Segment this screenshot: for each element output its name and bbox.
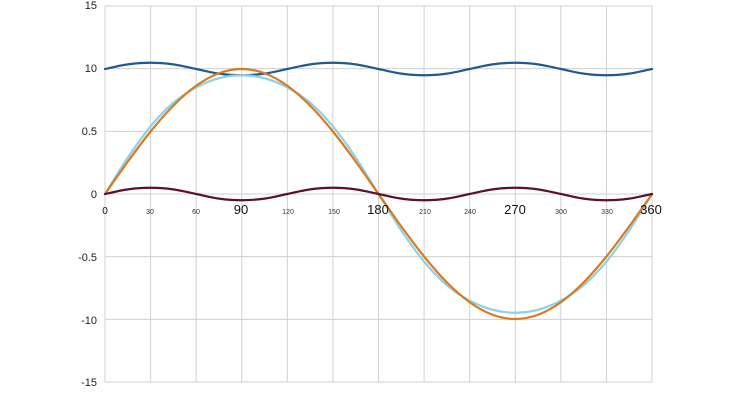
x-tick-label: 330 bbox=[601, 209, 613, 216]
y-tick-label: -15 bbox=[81, 377, 97, 389]
x-tick-label: 210 bbox=[419, 209, 431, 216]
y-tick-label: 0.5 bbox=[82, 126, 97, 138]
x-tick-label: 360 bbox=[640, 202, 662, 217]
x-tick-label: 30 bbox=[146, 209, 154, 216]
x-tick-label: 180 bbox=[367, 202, 389, 217]
y-tick-label: -10 bbox=[81, 315, 97, 327]
series-lines bbox=[103, 61, 654, 321]
x-tick-label: 240 bbox=[464, 209, 476, 216]
x-tick-label: 300 bbox=[555, 209, 567, 216]
series-line-4 bbox=[103, 186, 654, 202]
x-tick-label: 60 bbox=[192, 209, 200, 216]
x-tick-label: 90 bbox=[234, 202, 248, 217]
y-tick-label: 0 bbox=[91, 189, 97, 201]
y-tick-label: 10 bbox=[85, 63, 97, 75]
series-line-1 bbox=[103, 61, 654, 77]
y-tick-label: -0.5 bbox=[78, 252, 97, 264]
y-axis-tick-labels: 15 10 0.5 0 -0.5 -10 -15 bbox=[78, 0, 97, 389]
x-tick-label: 0 bbox=[102, 206, 108, 217]
x-tick-label: 120 bbox=[282, 209, 294, 216]
x-axis-tick-labels: 30 60 120 150 210 240 300 330 0 90 180 2… bbox=[102, 202, 662, 217]
x-tick-label: 270 bbox=[504, 202, 526, 217]
x-tick-label: 150 bbox=[328, 209, 340, 216]
y-tick-label: 15 bbox=[85, 0, 97, 12]
